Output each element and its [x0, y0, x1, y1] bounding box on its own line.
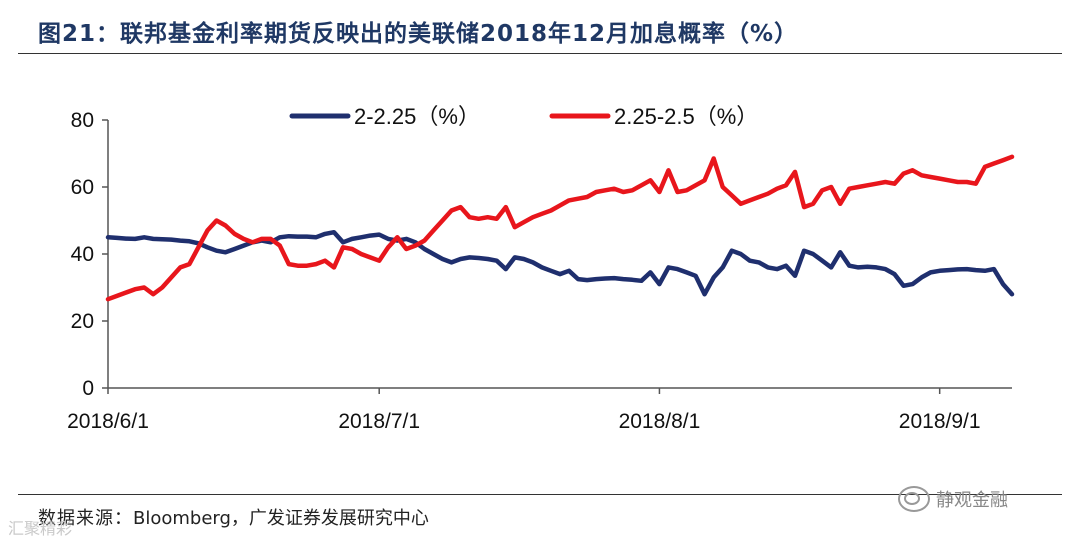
- source-label: 数据来源：: [38, 508, 133, 529]
- x-tick-label: 2018/8/1: [619, 410, 701, 433]
- x-tick-label: 2018/6/1: [67, 410, 149, 433]
- legend: 2-2.25（%） 2.25-2.5（%）: [289, 104, 758, 129]
- header-divider: [18, 53, 1062, 54]
- y-tick-label: 60: [71, 176, 94, 199]
- series-layer: [105, 154, 1015, 302]
- wechat-icon: [898, 486, 930, 512]
- y-tick-label: 40: [71, 243, 94, 266]
- watermark-text: 静观金融: [936, 490, 1008, 511]
- footer-divider: [18, 494, 1062, 495]
- x-tick-label: 2018/9/1: [899, 410, 981, 433]
- watermark-faint: 汇聚精彩: [8, 519, 73, 538]
- chart-title: 图21：联邦基金利率期货反映出的美联储2018年12月加息概率（%）: [38, 21, 799, 47]
- watermark: 静观金融: [898, 486, 1008, 512]
- legend-label-1: 2-2.25（%）: [354, 104, 480, 129]
- series-line-2: [105, 154, 1015, 302]
- y-tick-label: 20: [71, 310, 94, 333]
- y-axis: 0 20 40 60 80: [71, 109, 109, 400]
- x-axis: 2018/6/1 2018/7/1 2018/8/1 2018/9/1: [67, 387, 1012, 433]
- x-tick-label: 2018/7/1: [338, 410, 420, 433]
- y-tick-label: 0: [82, 377, 94, 400]
- source-note: 数据来源：Bloomberg，广发证券发展研究中心: [38, 504, 429, 530]
- y-tick-label: 80: [71, 109, 94, 132]
- series-line-1: [105, 229, 1015, 297]
- legend-label-2: 2.25-2.5（%）: [614, 104, 758, 129]
- source-text: Bloomberg，广发证券发展研究中心: [133, 508, 429, 529]
